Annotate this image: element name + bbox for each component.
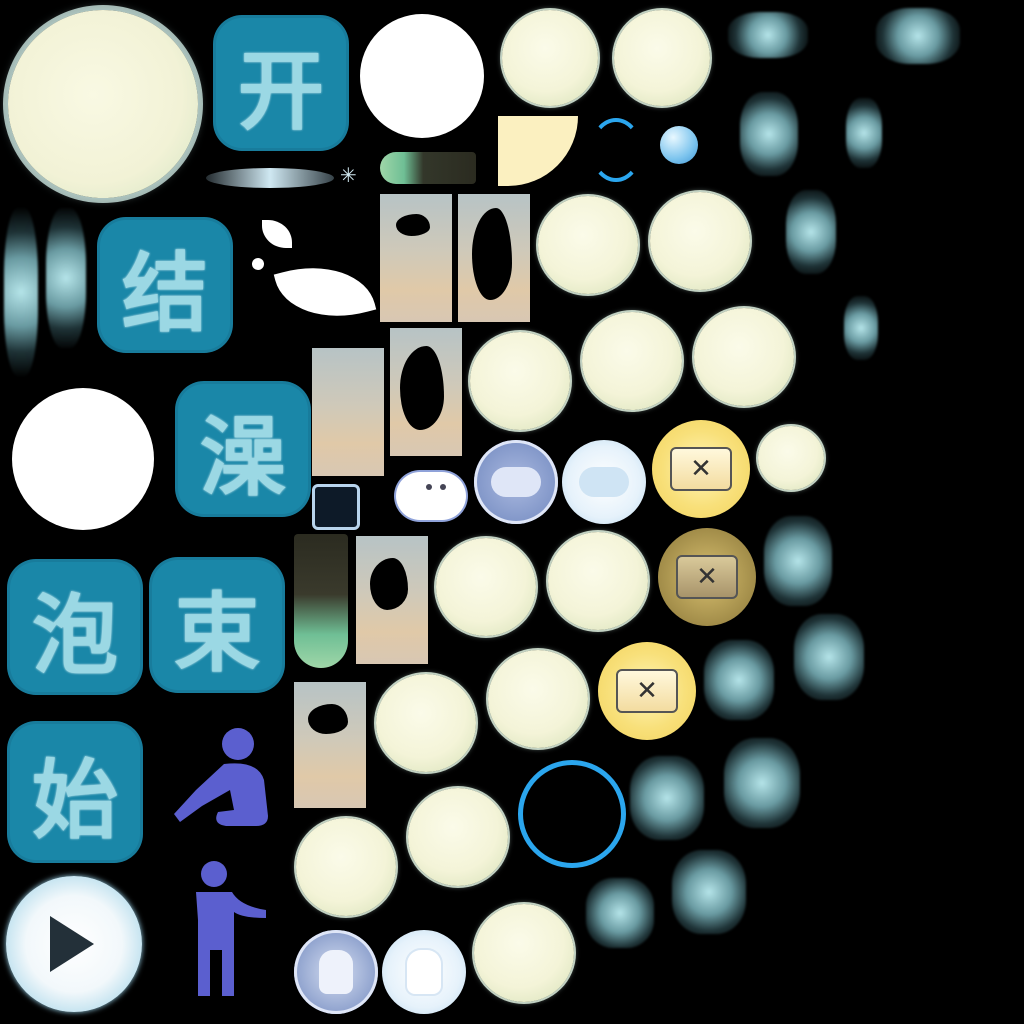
- kanji-shi-text: 始: [32, 750, 118, 851]
- frost-particle-sprite: [740, 92, 798, 176]
- quarter-circle-sprite: [498, 116, 578, 186]
- white-circle-sprite: [12, 388, 154, 530]
- white-leaf-sprite: [273, 251, 377, 333]
- bubble-sprite: [488, 650, 588, 748]
- close-icon: ✕: [676, 555, 738, 599]
- card-sprite: [380, 194, 452, 322]
- frost-particle-sprite: [724, 738, 800, 828]
- large-bubble-sprite: [8, 10, 198, 198]
- dark-square-button[interactable]: [312, 484, 360, 530]
- close-mark: ✕: [636, 676, 658, 706]
- bubble-sprite: [296, 818, 396, 916]
- kanji-tile-kai: 开: [216, 18, 346, 148]
- bubble-sprite: [538, 196, 638, 294]
- sparkle-sprite: ✳: [340, 163, 357, 187]
- card-sprite: [458, 194, 530, 322]
- close-icon: ✕: [616, 669, 678, 713]
- close-button-gold[interactable]: ✕: [598, 642, 696, 740]
- close-icon: ✕: [670, 447, 732, 491]
- ring-arc-sprite: [590, 118, 642, 182]
- frost-particle-sprite: [786, 190, 836, 274]
- bubble-sprite: [650, 192, 750, 290]
- small-blue-bubble-sprite: [660, 126, 698, 164]
- frost-particle-sprite: [672, 850, 746, 934]
- bubble-sprite: [408, 788, 508, 886]
- kanji-ying-text: 澡: [200, 407, 286, 508]
- bubble-sprite: [470, 332, 570, 430]
- hand-badge-light-icon[interactable]: [382, 930, 466, 1014]
- kanji-kai-text: 开: [238, 41, 324, 142]
- cloud-badge-icon[interactable]: [474, 440, 558, 524]
- white-pill-sprite: [396, 472, 466, 520]
- kanji-tile-shi: 始: [10, 724, 140, 860]
- ice-shard-sprite: [4, 208, 38, 376]
- frost-particle-sprite: [586, 878, 654, 948]
- frost-particle-sprite: [794, 614, 864, 700]
- blue-ring-sprite: [518, 760, 626, 868]
- close-mark: ✕: [690, 454, 712, 484]
- frost-particle-sprite: [844, 296, 878, 360]
- close-mark: ✕: [696, 562, 718, 592]
- frost-particle-sprite: [876, 8, 960, 64]
- kanji-pao-text: 泡: [32, 585, 118, 686]
- kanji-shu-text: 束: [174, 583, 260, 684]
- bubble-sprite: [694, 308, 794, 406]
- hand-badge-icon[interactable]: [294, 930, 378, 1014]
- white-dot-sprite: [252, 258, 264, 270]
- bubble-sprite: [436, 538, 536, 636]
- ice-shard-sprite: [46, 208, 86, 348]
- card-sprite: [390, 328, 462, 456]
- sitting-person-icon: [172, 726, 272, 830]
- kanji-tile-ying: 澡: [178, 384, 308, 514]
- close-button-gold[interactable]: ✕: [652, 420, 750, 518]
- kanji-jie-text: 结: [122, 243, 208, 344]
- kanji-tile-pao: 泡: [10, 562, 140, 692]
- frost-particle-sprite: [764, 516, 832, 606]
- bubble-sprite: [614, 10, 710, 106]
- frost-particle-sprite: [704, 640, 774, 720]
- standing-person-icon: [182, 860, 272, 1000]
- kanji-tile-jie: 结: [100, 220, 230, 350]
- frost-particle-sprite: [846, 98, 882, 168]
- card-sprite: [356, 536, 428, 664]
- bubble-sprite: [758, 426, 824, 490]
- capsule-sprite: [380, 152, 476, 184]
- card-sprite: [312, 348, 384, 476]
- capsule-vertical-sprite: [294, 534, 348, 668]
- white-circle-sprite: [360, 14, 484, 138]
- frost-particle-sprite: [630, 756, 704, 840]
- bubble-sprite: [548, 532, 648, 630]
- close-button-dark[interactable]: ✕: [658, 528, 756, 626]
- bubble-sprite: [474, 904, 574, 1002]
- bubble-sprite: [376, 674, 476, 772]
- cloud-badge-light-icon[interactable]: [562, 440, 646, 524]
- frost-particle-sprite: [728, 12, 808, 58]
- bubble-sprite: [582, 312, 682, 410]
- bubble-play-ring-sprite[interactable]: [6, 876, 142, 1012]
- streak-sprite: [206, 168, 334, 188]
- bubble-sprite: [502, 10, 598, 106]
- white-leaf-sprite: [262, 220, 292, 248]
- kanji-tile-shu: 束: [152, 560, 282, 690]
- card-sprite: [294, 682, 366, 808]
